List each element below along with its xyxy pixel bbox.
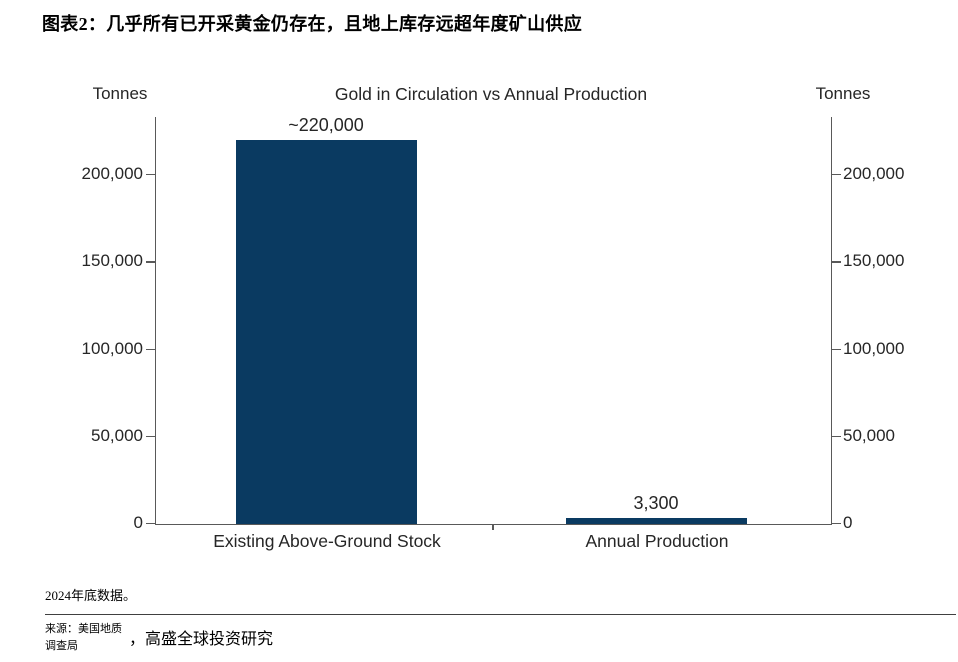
source-agency: 来源：美国地质 调查局: [45, 621, 129, 655]
bar-value-label: 3,300: [633, 493, 679, 513]
right-axis-tick: [832, 348, 841, 350]
left-axis-tick: [146, 261, 155, 263]
right-axis-tick-label: 100,000: [843, 339, 905, 358]
right-axis-tick-label: 200,000: [843, 164, 905, 183]
right-axis-tick: [832, 173, 841, 175]
chart-title: Gold in Circulation vs Annual Production: [334, 84, 648, 104]
bar-annual-production: [566, 518, 747, 524]
exhibit-title: 图表2：几乎所有已开采黄金仍存在，且地上库存远超年度矿山供应: [42, 14, 582, 34]
footer-divider: [45, 614, 956, 615]
left-axis-tick: [146, 435, 155, 437]
source-agency-line1: 来源：美国地质: [45, 623, 122, 635]
x-category-label: Existing Above-Ground Stock: [213, 531, 441, 551]
right-axis-unit-label: Tonnes: [815, 84, 871, 103]
bar-value-label: ~220,000: [288, 115, 364, 135]
right-axis-tick-label: 0: [843, 513, 853, 532]
source-research-label: ，高盛全球投资研究: [129, 625, 273, 649]
source-agency-line2: 调查局: [45, 640, 78, 652]
x-axis-tick: [492, 524, 494, 530]
right-axis-tick: [832, 522, 841, 524]
data-as-of-note: 2024年底数据。: [45, 588, 137, 603]
left-axis-tick: [146, 173, 155, 175]
bar-existing-above-ground-stock: [236, 140, 417, 524]
plot-area: 0 50,000 100,000 150,000 200,000 0 50,00…: [82, 115, 905, 551]
left-axis-tick-label: 0: [133, 513, 143, 532]
left-axis-tick-label: 150,000: [81, 251, 143, 270]
right-axis-tick: [832, 261, 841, 263]
right-axis-tick-label: 50,000: [843, 426, 895, 445]
left-axis-tick-label: 50,000: [91, 426, 143, 445]
left-axis-tick: [146, 348, 155, 350]
source-org: 高盛全球投资研究: [145, 631, 274, 648]
left-axis-tick-label: 200,000: [81, 164, 143, 183]
source-separator: ，: [129, 631, 146, 648]
left-axis-tick: [146, 522, 155, 524]
right-axis-tick-label: 150,000: [843, 251, 905, 270]
left-axis-unit-label: Tonnes: [92, 84, 148, 103]
source-line: 来源：美国地质 调查局 ，高盛全球投资研究: [45, 621, 273, 655]
x-category-label: Annual Production: [585, 531, 729, 551]
left-axis-tick-label: 100,000: [81, 339, 143, 358]
right-axis-tick: [832, 435, 841, 437]
